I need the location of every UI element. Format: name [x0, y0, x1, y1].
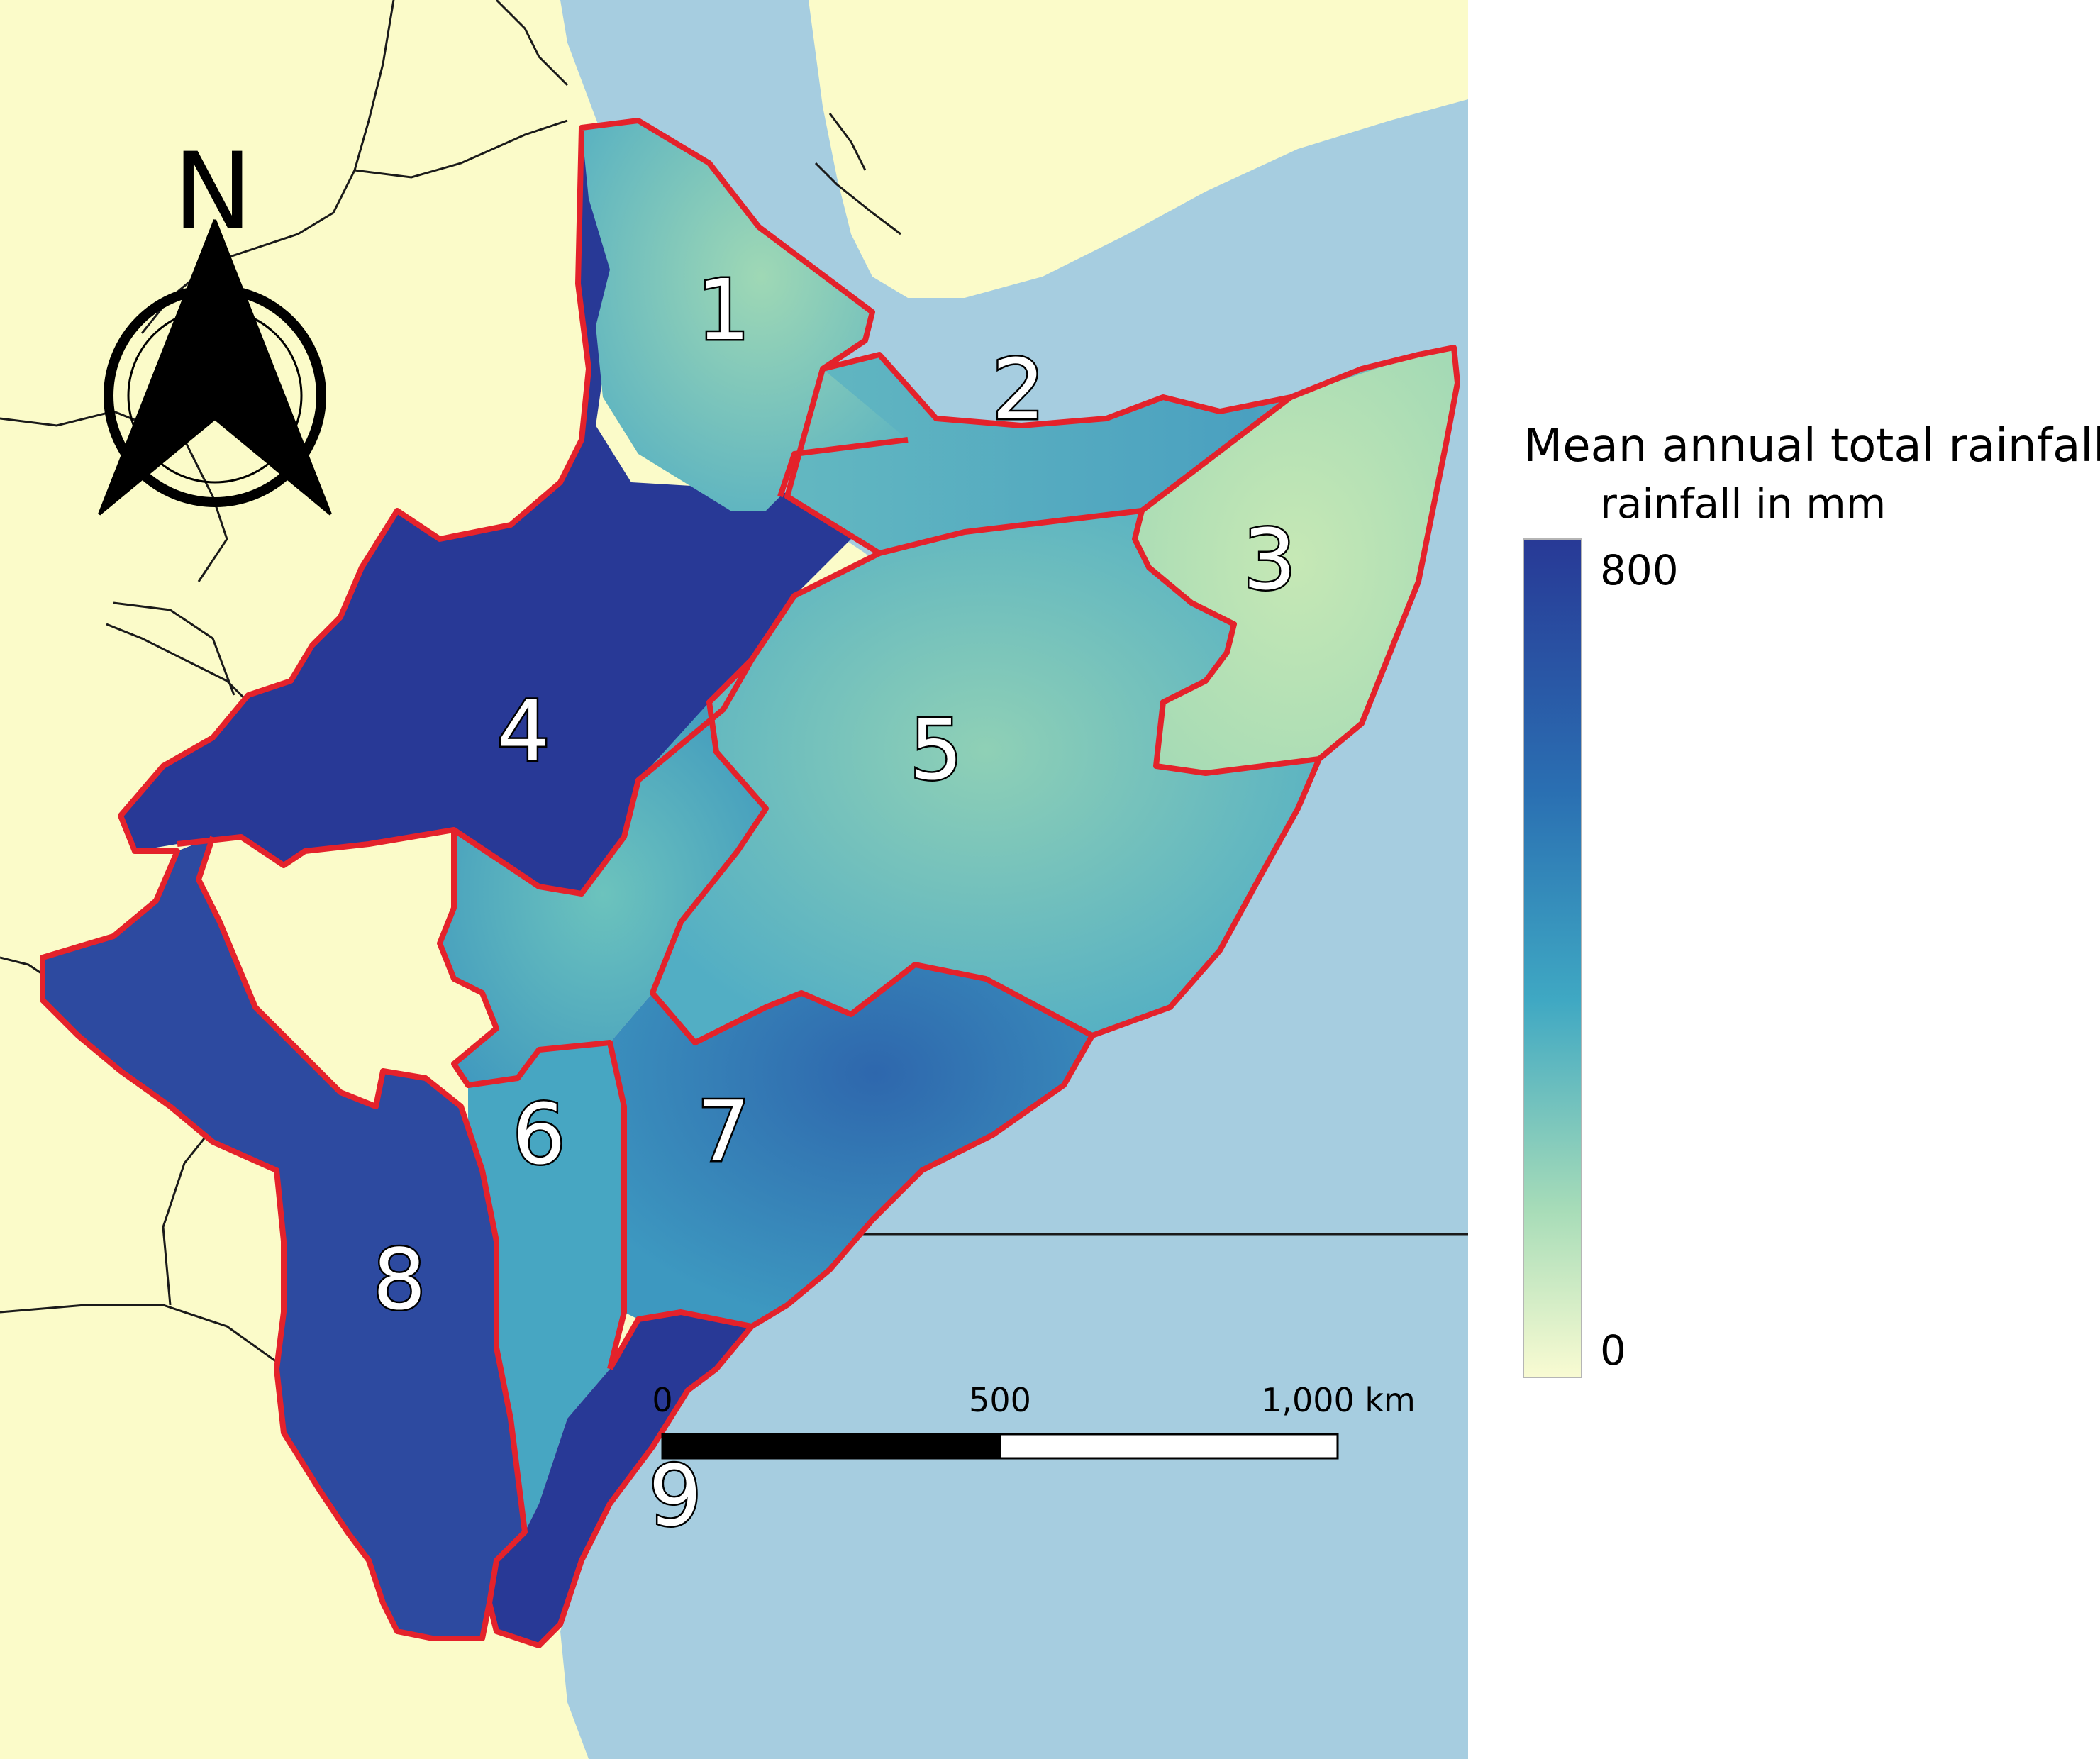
legend-max-label: 800: [1600, 546, 1679, 594]
scale-bar: 0 500 1,000 km: [652, 1381, 1416, 1460]
scale-label-500: 500: [969, 1381, 1031, 1419]
legend-title: Mean annual total rainfall: [1523, 420, 2100, 472]
zone-label-2: 2: [991, 340, 1045, 438]
zone-label-8: 8: [372, 1231, 426, 1328]
zone-9-fill: [489, 1312, 752, 1646]
zone-label-7: 7: [696, 1082, 750, 1180]
zone-3-fill: [1135, 348, 1457, 773]
zone-label-3: 3: [1243, 511, 1296, 609]
north-arrow: N: [98, 131, 332, 516]
scale-label-1000: 1,000 km: [1261, 1381, 1416, 1419]
zone-6b-fill: [468, 1043, 624, 1532]
zone-label-6: 6: [512, 1085, 565, 1183]
scale-bar-black: [661, 1433, 1001, 1460]
zone-6-fill: [440, 702, 766, 1085]
zone-label-4: 4: [496, 682, 550, 780]
zone-borders: [40, 118, 1460, 1648]
zone-4-fill: [121, 128, 879, 894]
legend-subtitle: rainfall in mm: [1600, 479, 1886, 528]
land-arabia: [809, 0, 1468, 298]
scale-bar-white: [999, 1433, 1339, 1460]
zone-labels: 1 2 3 4 5 6 7 8 9: [371, 260, 1298, 1547]
north-arrow-right: [213, 219, 332, 516]
legend-color-ramp: [1523, 538, 1582, 1378]
zone-label-1: 1: [696, 261, 750, 359]
scale-label-0: 0: [652, 1381, 672, 1419]
zone-label-5: 5: [909, 701, 962, 799]
zone-7-fill: [610, 965, 1092, 1326]
zone-label-9: 9: [648, 1447, 701, 1545]
legend: Mean annual total rainfall rainfall in m…: [1523, 420, 2100, 1378]
zone-1-fill: [582, 121, 908, 511]
legend-min-label: 0: [1600, 1326, 1626, 1375]
zone-5-fill: [652, 511, 1319, 1043]
